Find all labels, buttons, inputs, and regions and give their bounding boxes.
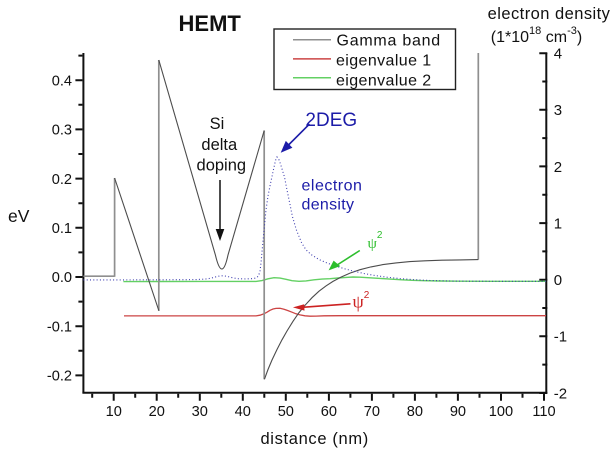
svg-text:0.3: 0.3	[52, 123, 72, 139]
svg-text:90: 90	[450, 404, 466, 420]
svg-text:distance (nm): distance (nm)	[260, 430, 368, 448]
svg-text:density: density	[302, 197, 355, 214]
svg-text:110: 110	[532, 404, 555, 420]
svg-text:Gamma band: Gamma band	[337, 32, 441, 49]
svg-text:10: 10	[106, 404, 122, 420]
svg-text:0.1: 0.1	[52, 221, 72, 237]
svg-text:0.2: 0.2	[52, 172, 72, 188]
svg-text:60: 60	[321, 404, 337, 420]
svg-text:80: 80	[407, 404, 423, 420]
svg-text:3: 3	[554, 102, 562, 119]
svg-text:eV: eV	[8, 206, 30, 226]
svg-text:-0.2: -0.2	[47, 369, 72, 385]
svg-text:eigenvalue 1: eigenvalue 1	[336, 53, 432, 70]
svg-text:-2: -2	[554, 385, 567, 402]
svg-text:70: 70	[364, 404, 380, 420]
svg-text:2: 2	[554, 159, 562, 176]
svg-text:electron: electron	[302, 178, 363, 195]
svg-text:1: 1	[554, 215, 562, 232]
svg-text:30: 30	[192, 404, 208, 420]
svg-text:100: 100	[489, 404, 513, 420]
svg-text:50: 50	[278, 404, 294, 420]
svg-text:0.4: 0.4	[52, 73, 72, 89]
svg-text:delta: delta	[201, 136, 238, 154]
svg-text:(1*1018 cm-3): (1*1018 cm-3)	[491, 25, 582, 46]
svg-text:0.0: 0.0	[52, 270, 72, 286]
svg-text:-1: -1	[554, 329, 567, 346]
svg-text:electron density: electron density	[488, 5, 611, 23]
svg-text:doping: doping	[197, 157, 247, 175]
svg-text:0: 0	[554, 272, 562, 289]
svg-text:40: 40	[235, 404, 251, 420]
svg-text:-0.1: -0.1	[47, 319, 72, 335]
svg-text:eigenvalue 2: eigenvalue 2	[336, 72, 432, 89]
svg-text:Si: Si	[210, 115, 225, 133]
svg-text:HEMT: HEMT	[179, 11, 242, 36]
svg-text:4: 4	[554, 46, 562, 63]
svg-text:20: 20	[149, 404, 165, 420]
svg-text:2DEG: 2DEG	[305, 110, 357, 131]
